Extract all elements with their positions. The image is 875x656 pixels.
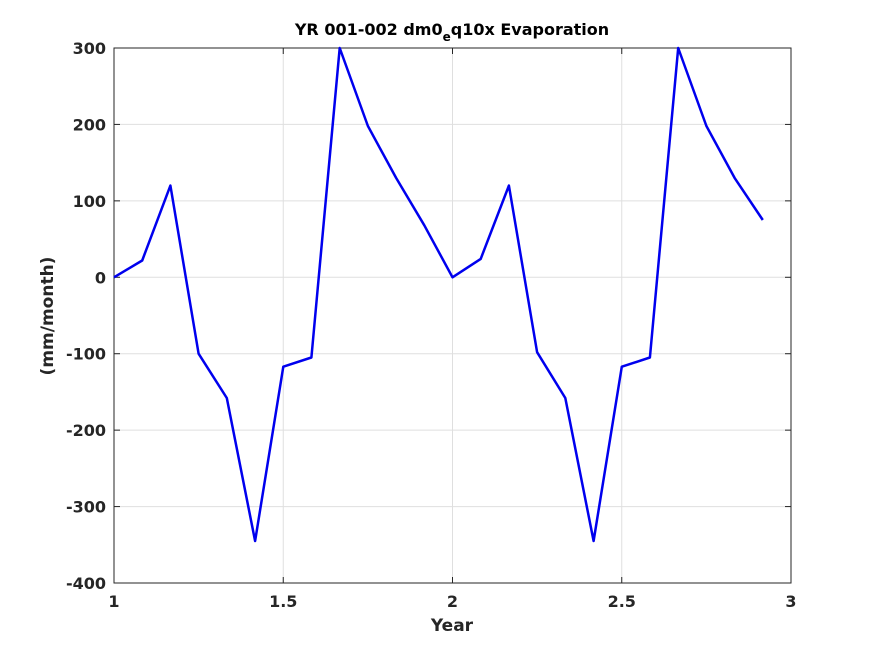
- title-subscript: e: [443, 30, 451, 44]
- x-tick-label: 2.5: [608, 592, 636, 611]
- tick-labels: 1 1.5 2 2.5 3 300 200 100 0 -100 -200 -300 -400: [66, 39, 797, 611]
- title-suffix: q10x Evaporation: [451, 20, 609, 39]
- y-tick-label: 100: [73, 192, 106, 211]
- chart-title: YR 001-002 dm0eq10x Evaporation: [294, 20, 609, 44]
- x-tick-label: 3: [785, 592, 796, 611]
- y-tick-label: -200: [66, 421, 106, 440]
- y-tick-label: -100: [66, 345, 106, 364]
- y-axis-label: (mm/month): [38, 257, 58, 376]
- y-tick-label: 200: [73, 115, 106, 134]
- x-tick-label: 2: [447, 592, 458, 611]
- title-prefix: YR 001-002 dm0: [294, 20, 443, 39]
- grid: [113, 47, 792, 584]
- y-tick-label: -300: [66, 498, 106, 517]
- x-tick-label: 1: [108, 592, 119, 611]
- series-layer: [113, 46, 764, 543]
- y-tick-label: 300: [73, 39, 106, 58]
- series-line: [113, 46, 764, 543]
- y-tick-label: -400: [66, 574, 106, 593]
- x-tick-label: 1.5: [269, 592, 297, 611]
- x-axis-label: Year: [430, 616, 474, 636]
- y-tick-label: 0: [95, 268, 106, 287]
